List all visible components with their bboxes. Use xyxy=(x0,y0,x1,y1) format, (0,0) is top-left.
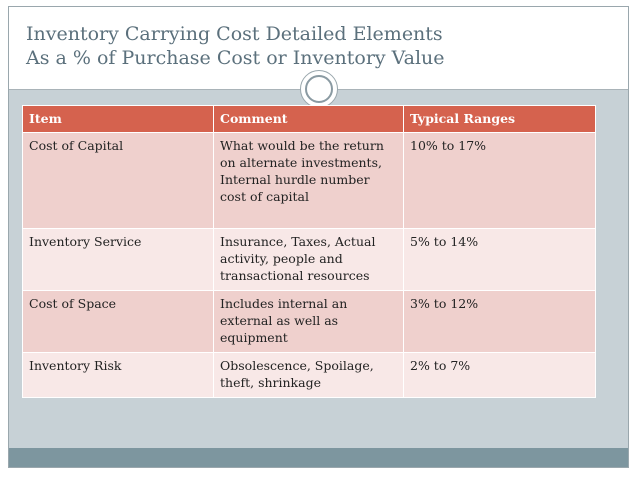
header-typical-ranges: Typical Ranges xyxy=(403,105,596,133)
cell-range: 5% to 14% xyxy=(403,228,596,291)
circle-ornament-inner xyxy=(305,75,333,103)
header-item: Item xyxy=(22,105,214,133)
table-row: Inventory Risk Obsolescence, Spoilage, t… xyxy=(22,352,596,398)
cell-comment: Insurance, Taxes, Actual activity, peopl… xyxy=(213,228,404,291)
cell-item: Cost of Capital xyxy=(22,132,214,229)
table-header-row: Item Comment Typical Ranges xyxy=(22,105,596,133)
footer-bar xyxy=(9,448,628,467)
cell-range: 10% to 17% xyxy=(403,132,596,229)
cell-range: 2% to 7% xyxy=(403,352,596,398)
cell-comment: Obsolescence, Spoilage, theft, shrinkage xyxy=(213,352,404,398)
cell-item: Inventory Risk xyxy=(22,352,214,398)
cell-comment: Includes internal an external as well as… xyxy=(213,290,404,353)
slide-frame xyxy=(8,6,629,468)
cell-item: Cost of Space xyxy=(22,290,214,353)
cell-item: Inventory Service xyxy=(22,228,214,291)
cell-comment: What would be the return on alternate in… xyxy=(213,132,404,229)
slide-title-line-2: As a % of Purchase Cost or Inventory Val… xyxy=(26,47,445,69)
table-row: Cost of Capital What would be the return… xyxy=(22,132,596,229)
carrying-cost-table: Item Comment Typical Ranges Cost of Capi… xyxy=(22,105,596,398)
slide-title-line-1: Inventory Carrying Cost Detailed Element… xyxy=(26,23,443,45)
circle-ornament-icon xyxy=(300,70,338,108)
header-comment: Comment xyxy=(213,105,404,133)
table-row: Inventory Service Insurance, Taxes, Actu… xyxy=(22,228,596,291)
cell-range: 3% to 12% xyxy=(403,290,596,353)
table-row: Cost of Space Includes internal an exter… xyxy=(22,290,596,353)
